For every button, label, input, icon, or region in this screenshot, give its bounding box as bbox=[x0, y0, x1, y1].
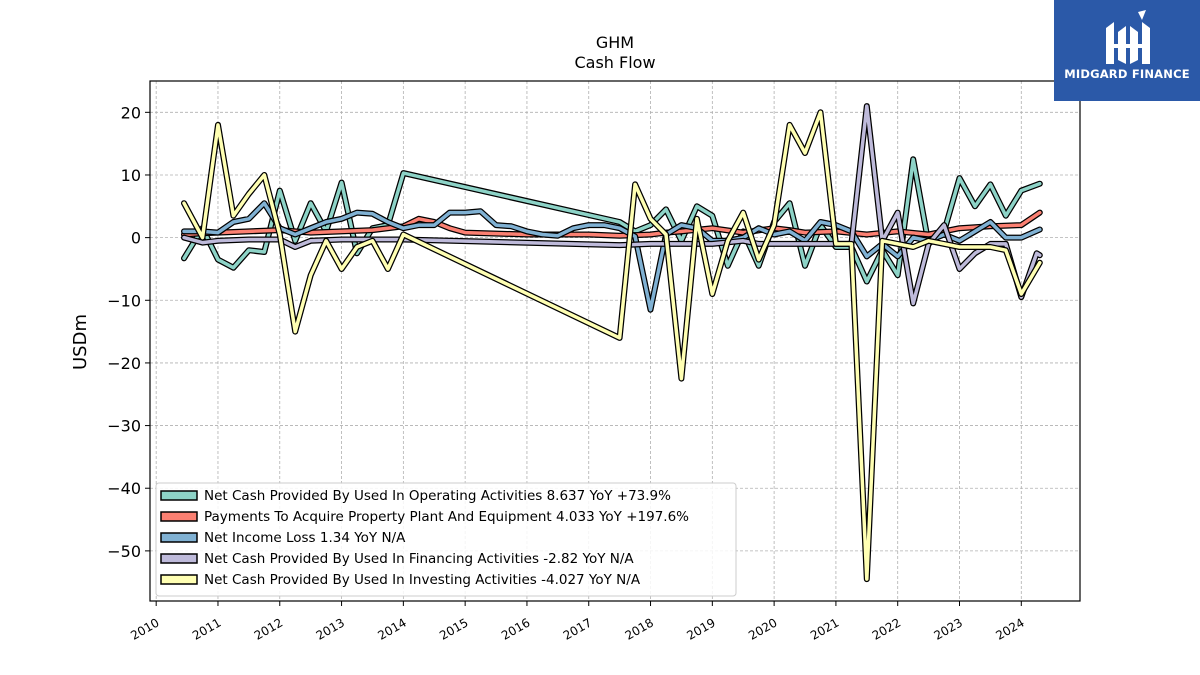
x-tick-label: 2012 bbox=[252, 615, 285, 642]
legend-box bbox=[155, 482, 737, 597]
legend: Net Cash Provided By Used In Operating A… bbox=[155, 482, 737, 597]
legend-swatch bbox=[160, 574, 198, 585]
series-stroke bbox=[182, 157, 1042, 284]
x-tick-label: 2016 bbox=[499, 615, 532, 642]
x-tick-label: 2017 bbox=[561, 615, 594, 642]
y-tick-label: −30 bbox=[107, 417, 141, 436]
legend-swatch bbox=[160, 532, 198, 543]
y-tick-label: −20 bbox=[107, 354, 141, 373]
x-tick-label: 2011 bbox=[190, 615, 223, 642]
legend-label: Net Income Loss 1.34 YoY N/A bbox=[204, 530, 406, 546]
x-tick-label: 2020 bbox=[746, 615, 779, 642]
plot-frame bbox=[149, 80, 1081, 602]
y-tick-label: 10 bbox=[121, 166, 141, 185]
x-tick-label: 2010 bbox=[128, 615, 161, 642]
y-tick-label: 0 bbox=[131, 229, 141, 248]
brand-logo: MIDGARD FINANCE bbox=[1054, 0, 1200, 101]
series-line bbox=[181, 103, 1043, 307]
series-line bbox=[181, 109, 1043, 583]
chart-subtitle: Cash Flow bbox=[574, 53, 655, 72]
logo-mark-icon bbox=[1106, 10, 1150, 64]
brand-name: MIDGARD FINANCE bbox=[1064, 67, 1190, 81]
x-tick-label: 2022 bbox=[870, 615, 903, 642]
series-line bbox=[181, 156, 1043, 285]
x-tick-label: 2021 bbox=[808, 615, 841, 642]
legend-swatch bbox=[160, 490, 198, 501]
x-tick-label: 2013 bbox=[314, 615, 347, 642]
x-tick-label: 2015 bbox=[437, 615, 470, 642]
y-axis-label: USDm bbox=[70, 314, 91, 370]
legend-label: Net Cash Provided By Used In Investing A… bbox=[204, 572, 641, 588]
y-tick-label: −10 bbox=[107, 291, 141, 310]
x-tick-label: 2019 bbox=[684, 615, 717, 642]
y-tick-label: −50 bbox=[107, 542, 141, 561]
x-tick-label: 2023 bbox=[932, 615, 965, 642]
series-line bbox=[181, 200, 1043, 313]
x-tick-label: 2014 bbox=[375, 615, 408, 642]
legend-swatch bbox=[160, 553, 198, 564]
legend-label: Payments To Acquire Property Plant And E… bbox=[204, 509, 689, 525]
x-tick-label: 2018 bbox=[623, 615, 656, 642]
legend-label: Net Cash Provided By Used In Operating A… bbox=[204, 488, 671, 504]
series-stroke bbox=[182, 104, 1042, 306]
legend-swatch bbox=[160, 511, 198, 522]
series-stroke bbox=[182, 110, 1042, 581]
chart-title: GHM bbox=[596, 33, 634, 52]
y-tick-label: 20 bbox=[121, 103, 141, 122]
legend-label: Net Cash Provided By Used In Financing A… bbox=[204, 551, 634, 567]
y-tick-label: −40 bbox=[107, 479, 141, 498]
series-stroke bbox=[182, 201, 1042, 312]
x-tick-label: 2024 bbox=[993, 615, 1026, 642]
